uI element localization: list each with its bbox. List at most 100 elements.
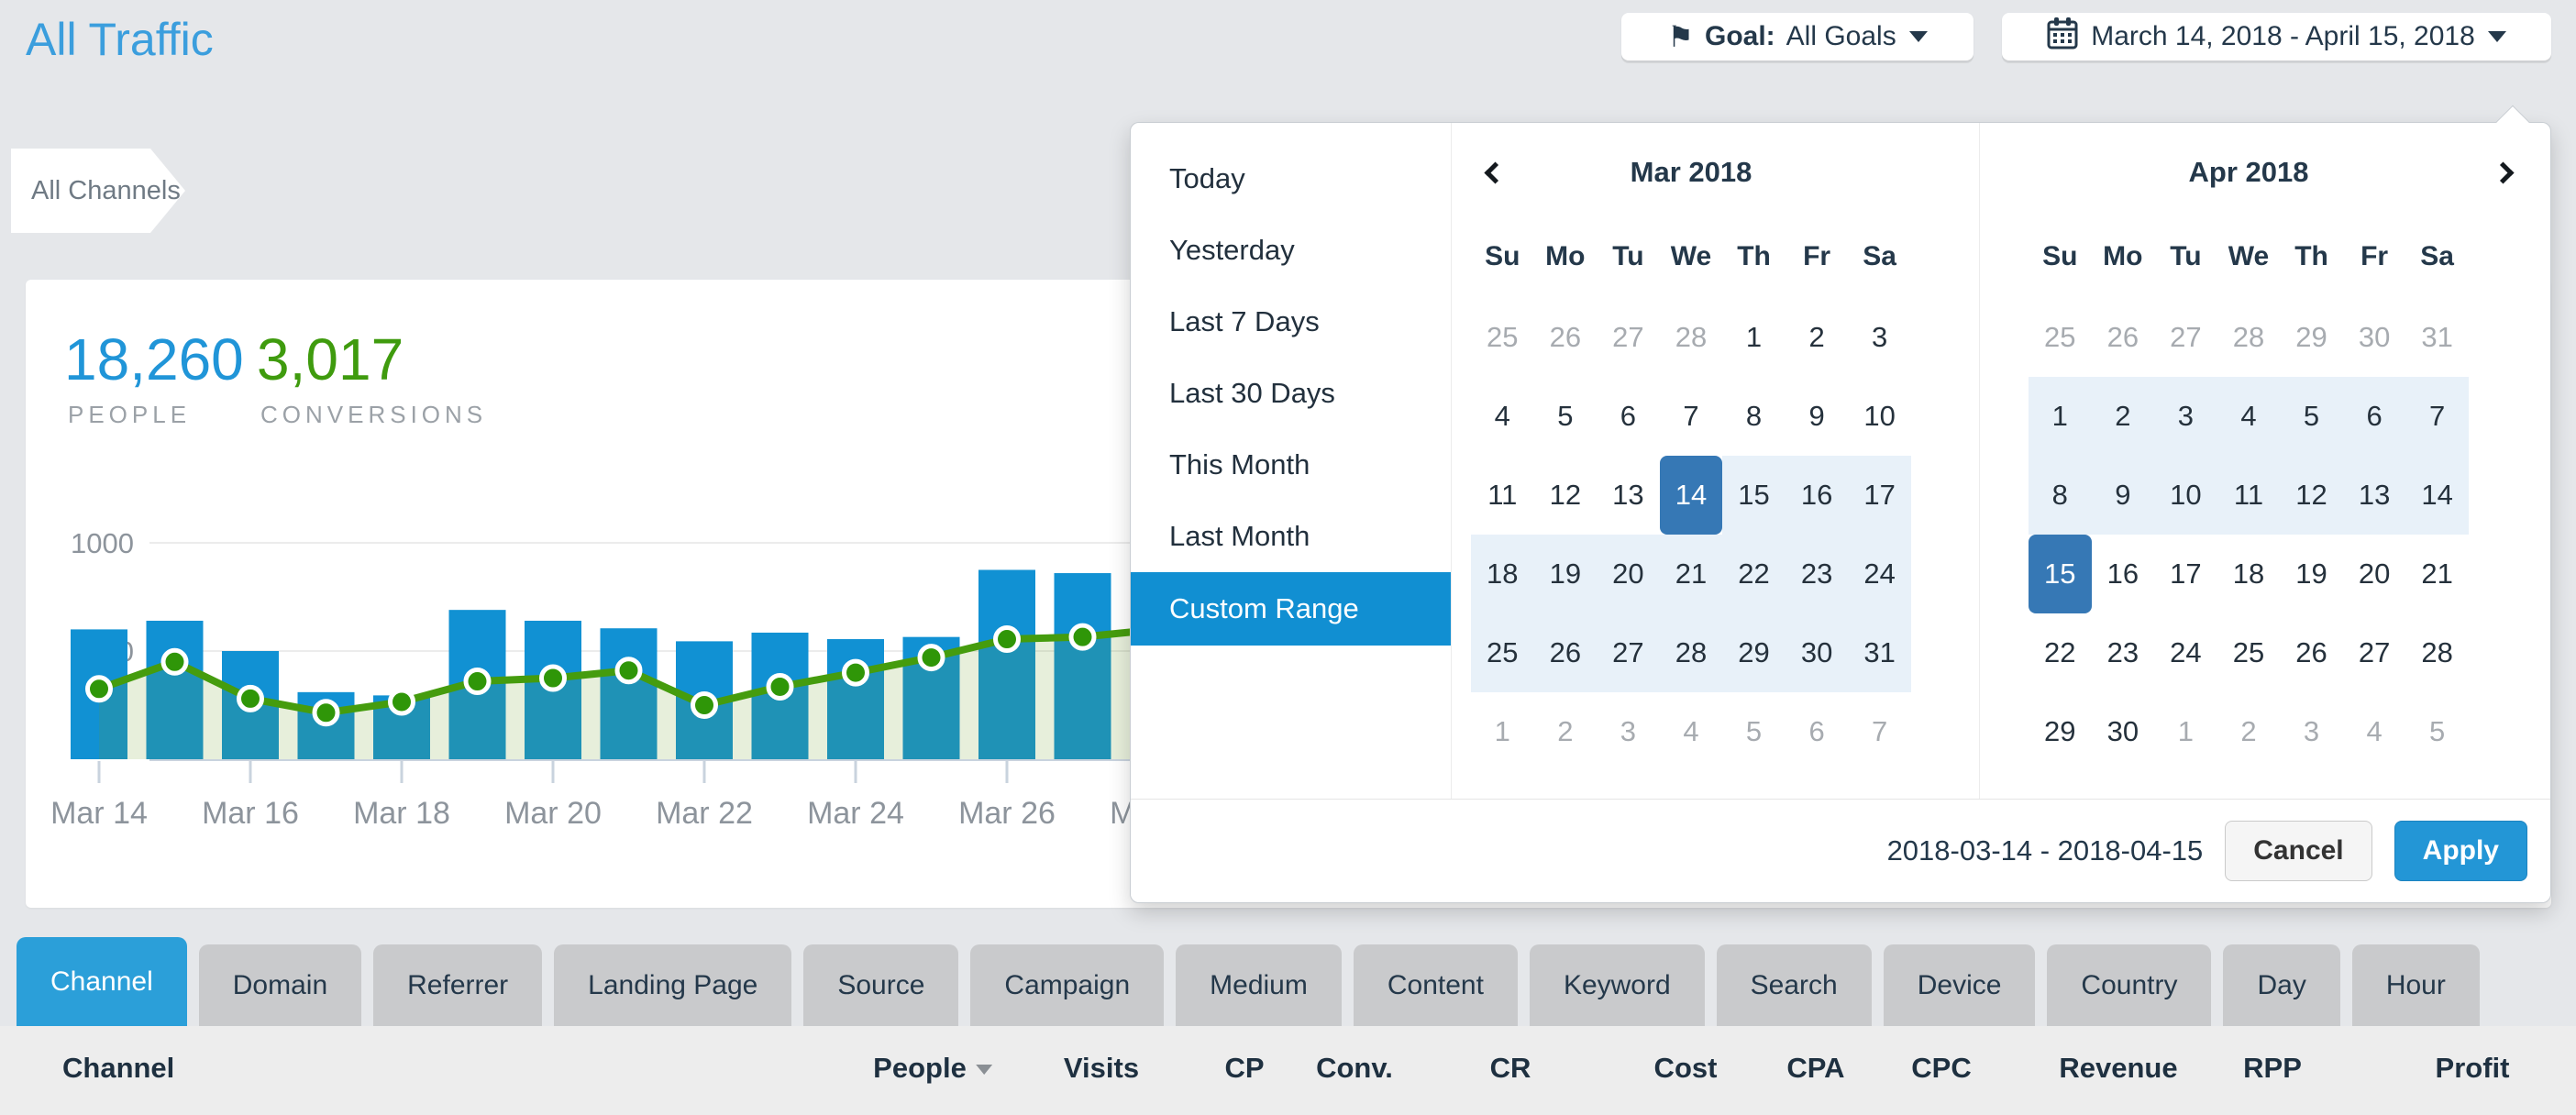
- tab-source[interactable]: Source: [803, 944, 959, 1026]
- preset-today[interactable]: Today: [1169, 162, 1245, 194]
- day-cell[interactable]: 30: [2358, 321, 2391, 353]
- bar-mar-27[interactable]: [1054, 573, 1111, 759]
- day-cell[interactable]: 13: [1612, 479, 1644, 511]
- tab-content[interactable]: Content: [1353, 944, 1518, 1026]
- day-cell[interactable]: 4: [1494, 400, 1510, 432]
- conversions-marker[interactable]: [85, 675, 113, 703]
- tab-country[interactable]: Country: [2047, 944, 2212, 1026]
- day-cell[interactable]: 17: [2170, 558, 2202, 590]
- column-header-revenue[interactable]: Revenue: [2059, 1052, 2178, 1084]
- column-header-rpp[interactable]: RPP: [2243, 1052, 2302, 1084]
- day-cell[interactable]: 10: [1863, 400, 1896, 432]
- day-cell[interactable]: 14: [2405, 456, 2469, 535]
- day-cell[interactable]: 28: [2232, 321, 2265, 353]
- day-cell[interactable]: 7: [1683, 400, 1699, 432]
- day-cell[interactable]: 3: [1620, 715, 1637, 747]
- column-header-conv[interactable]: Conv.: [1316, 1052, 1393, 1084]
- day-cell[interactable]: 31: [2421, 321, 2453, 353]
- preset-custom-range[interactable]: Custom Range: [1131, 572, 1451, 646]
- day-cell[interactable]: 29: [1722, 613, 1786, 692]
- day-cell[interactable]: 20: [2358, 558, 2391, 590]
- day-cell[interactable]: 9: [2091, 456, 2155, 535]
- day-cell[interactable]: 27: [1612, 321, 1644, 353]
- day-cell[interactable]: 5: [2429, 715, 2446, 747]
- day-cell[interactable]: 3: [1872, 321, 1888, 353]
- chevron-right-icon[interactable]: [2492, 161, 2515, 184]
- bar-mar-26[interactable]: [978, 569, 1035, 760]
- day-cell[interactable]: 23: [2106, 636, 2139, 668]
- day-cell[interactable]: 27: [1597, 613, 1660, 692]
- day-cell[interactable]: 4: [1683, 715, 1699, 747]
- conversions-marker[interactable]: [917, 644, 945, 672]
- column-header-people[interactable]: People: [873, 1052, 992, 1085]
- day-cell[interactable]: 7: [1872, 715, 1888, 747]
- day-cell[interactable]: 25: [1471, 613, 1534, 692]
- day-cell[interactable]: 1: [2177, 715, 2195, 747]
- day-cell[interactable]: 28: [2421, 636, 2453, 668]
- day-cell[interactable]: 30: [1785, 613, 1849, 692]
- tab-channel[interactable]: Channel: [17, 937, 187, 1026]
- day-cell[interactable]: 1: [1494, 715, 1510, 747]
- preset-last-7-days[interactable]: Last 7 Days: [1169, 305, 1320, 337]
- breadcrumb[interactable]: All Channels: [11, 149, 185, 233]
- day-cell[interactable]: 28: [1659, 613, 1723, 692]
- day-cell[interactable]: 24: [1848, 535, 1911, 613]
- column-header-profit[interactable]: Profit: [2435, 1052, 2510, 1084]
- day-cell[interactable]: 10: [2154, 456, 2217, 535]
- day-cell[interactable]: 20: [1597, 535, 1660, 613]
- conversions-marker[interactable]: [463, 668, 492, 696]
- day-cell[interactable]: 9: [1808, 400, 1825, 432]
- day-cell[interactable]: 1: [2029, 377, 2092, 456]
- day-cell[interactable]: 29: [2044, 715, 2076, 747]
- day-cell[interactable]: 8: [1745, 400, 1763, 432]
- day-cell[interactable]: 11: [1487, 479, 1518, 511]
- day-cell[interactable]: 8: [2029, 456, 2092, 535]
- day-cell[interactable]: 26: [1549, 321, 1582, 353]
- day-cell[interactable]: 18: [2232, 558, 2265, 590]
- column-header-visits[interactable]: Visits: [1063, 1052, 1140, 1084]
- preset-last-month[interactable]: Last Month: [1169, 520, 1310, 552]
- conversions-marker[interactable]: [160, 647, 189, 676]
- day-cell[interactable]: 31: [1848, 613, 1911, 692]
- column-header-cpc[interactable]: CPC: [1911, 1052, 1972, 1084]
- day-cell[interactable]: 21: [1659, 535, 1723, 613]
- day-cell[interactable]: 22: [2044, 636, 2076, 668]
- conversions-marker[interactable]: [237, 684, 264, 712]
- day-cell[interactable]: 19: [2295, 558, 2327, 590]
- tab-domain[interactable]: Domain: [198, 944, 362, 1026]
- day-cell[interactable]: 25: [1487, 321, 1519, 353]
- tab-keyword[interactable]: Keyword: [1529, 944, 1705, 1026]
- conversions-marker[interactable]: [993, 625, 1021, 654]
- date-range-button[interactable]: March 14, 2018 - April 15, 2018: [2002, 13, 2551, 61]
- day-cell[interactable]: 24: [2170, 636, 2202, 668]
- day-cell[interactable]: 6: [1808, 715, 1825, 747]
- conversions-marker[interactable]: [842, 658, 869, 687]
- day-cell[interactable]: 18: [1471, 535, 1534, 613]
- conversions-marker[interactable]: [691, 691, 718, 719]
- tab-landing-page[interactable]: Landing Page: [554, 944, 792, 1026]
- day-cell[interactable]: 17: [1848, 456, 1911, 535]
- day-cell[interactable]: 25: [2232, 636, 2265, 668]
- day-cell[interactable]: 4: [2217, 377, 2281, 456]
- day-cell[interactable]: 2: [1557, 715, 1574, 747]
- day-cell[interactable]: 4: [2366, 715, 2383, 747]
- tab-referrer[interactable]: Referrer: [373, 944, 543, 1026]
- day-cell-selected[interactable]: 15: [2029, 535, 2092, 613]
- tab-device[interactable]: Device: [1883, 944, 2036, 1026]
- preset-this-month[interactable]: This Month: [1169, 448, 1310, 480]
- column-header-channel[interactable]: Channel: [62, 1052, 175, 1084]
- day-cell[interactable]: 12: [1549, 479, 1582, 511]
- cancel-button[interactable]: Cancel: [2225, 821, 2372, 881]
- column-header-cp[interactable]: CP: [1224, 1052, 1265, 1084]
- bar-mar-15[interactable]: [146, 620, 204, 759]
- day-cell[interactable]: 26: [2295, 636, 2327, 668]
- conversions-marker[interactable]: [312, 699, 340, 727]
- day-cell[interactable]: 16: [2106, 558, 2139, 590]
- day-cell[interactable]: 2: [1808, 321, 1825, 353]
- day-cell[interactable]: 7: [2405, 377, 2469, 456]
- day-cell[interactable]: 26: [1533, 613, 1598, 692]
- day-cell[interactable]: 27: [2170, 321, 2202, 353]
- day-cell[interactable]: 12: [2280, 456, 2343, 535]
- day-cell[interactable]: 2: [2091, 377, 2155, 456]
- day-cell[interactable]: 13: [2342, 456, 2406, 535]
